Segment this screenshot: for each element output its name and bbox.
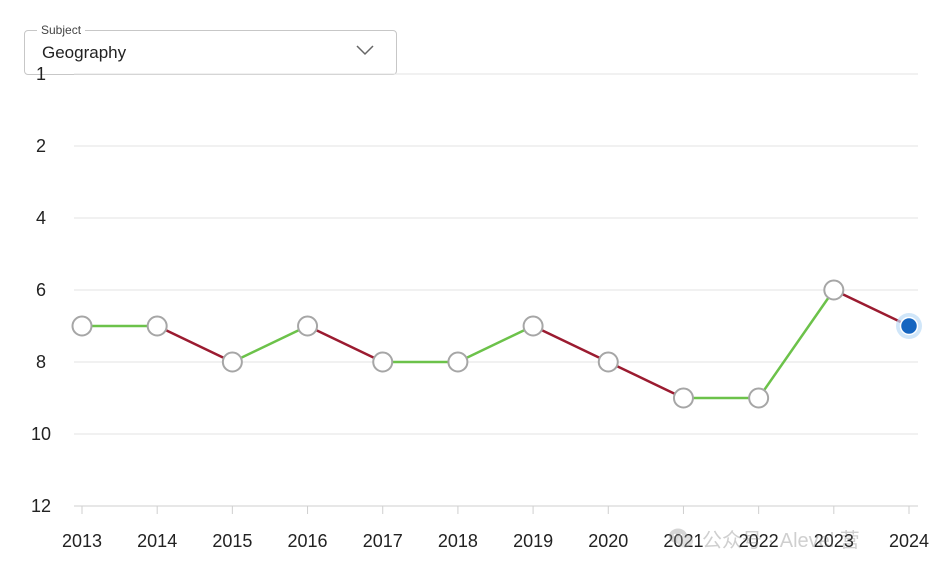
watermark: 公众号 · Alevel 营 bbox=[668, 522, 860, 554]
data-point[interactable] bbox=[823, 279, 845, 301]
line-segment bbox=[757, 288, 836, 400]
line-segment bbox=[832, 288, 911, 328]
line-segment bbox=[607, 360, 685, 400]
data-point[interactable] bbox=[522, 315, 544, 337]
data-point[interactable] bbox=[297, 315, 319, 337]
subject-select-label: Subject bbox=[37, 22, 86, 38]
x-tick-label: 2014 bbox=[137, 531, 177, 551]
x-tick-label: 2013 bbox=[62, 531, 102, 551]
x-tick-label: 2016 bbox=[288, 531, 328, 551]
data-point[interactable] bbox=[672, 387, 694, 409]
highlight-glow bbox=[896, 313, 922, 339]
data-point-current[interactable] bbox=[899, 316, 919, 336]
line-segment bbox=[456, 324, 535, 364]
x-tick-label: 2020 bbox=[588, 531, 628, 551]
data-point[interactable] bbox=[372, 351, 394, 373]
data-points bbox=[71, 279, 922, 409]
line-segment bbox=[155, 324, 234, 364]
subject-select-value: Geography bbox=[42, 43, 127, 62]
data-point[interactable] bbox=[447, 351, 469, 373]
chevron-down-icon bbox=[356, 45, 374, 56]
line-segments bbox=[80, 288, 911, 400]
x-tick-label: 2021 bbox=[663, 531, 703, 551]
x-tick-label: 2023 bbox=[814, 531, 854, 551]
line-segment bbox=[231, 324, 309, 364]
x-tick-label: 2015 bbox=[212, 531, 252, 551]
y-tick-label: 12 bbox=[31, 496, 51, 516]
y-tick-label: 4 bbox=[36, 208, 46, 228]
x-tick-label: 2024 bbox=[889, 531, 929, 551]
x-tick-label: 2018 bbox=[438, 531, 478, 551]
data-point[interactable] bbox=[748, 387, 770, 409]
grid-lines bbox=[74, 73, 918, 507]
x-axis: 2013 2014 2015 2016 2017 2018 2019 2020 2021 2022… bbox=[62, 506, 929, 551]
x-tick-label: 2017 bbox=[363, 531, 403, 551]
line-segment bbox=[306, 324, 384, 364]
x-tick-label: 2019 bbox=[513, 531, 553, 551]
line-segment bbox=[531, 324, 610, 364]
data-point[interactable] bbox=[71, 315, 93, 337]
y-tick-label: 2 bbox=[36, 136, 46, 156]
y-tick-label: 8 bbox=[36, 352, 46, 372]
data-point[interactable] bbox=[146, 315, 168, 337]
data-point[interactable] bbox=[221, 351, 243, 373]
subject-select[interactable]: Subject Geography bbox=[24, 22, 397, 75]
wechat-icon bbox=[669, 528, 693, 548]
y-tick-label: 10 bbox=[31, 424, 51, 444]
watermark-text: 公众号 · Alevel 营 bbox=[702, 529, 860, 552]
data-point[interactable] bbox=[597, 351, 619, 373]
x-tick-label: 2022 bbox=[739, 531, 779, 551]
y-tick-label: 6 bbox=[36, 280, 46, 300]
